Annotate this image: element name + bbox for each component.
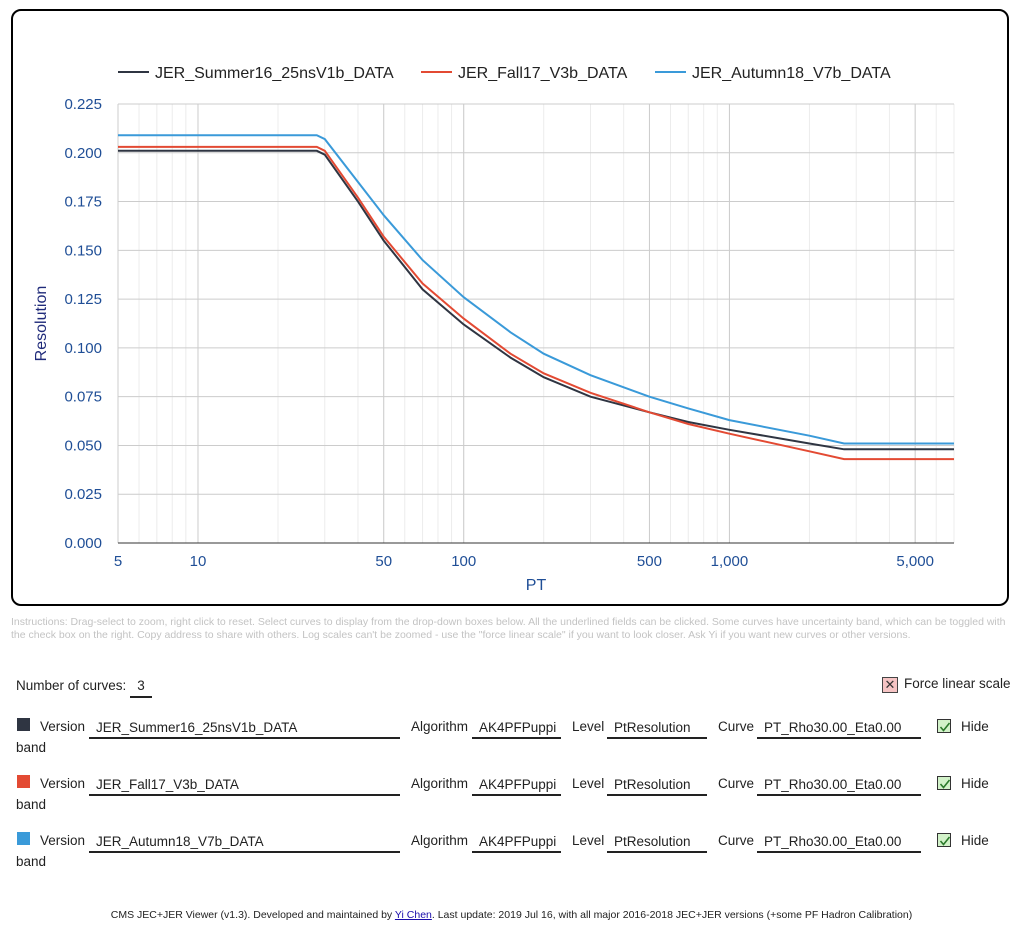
version-select[interactable]: JER_Fall17_V3b_DATA bbox=[89, 774, 400, 796]
band-label: band bbox=[16, 797, 47, 812]
x-axis-title: PT bbox=[526, 577, 547, 594]
instructions-text: Instructions: Drag-select to zoom, right… bbox=[11, 616, 1006, 641]
hide-label: Hide bbox=[961, 833, 989, 848]
level-select[interactable]: PtResolution bbox=[607, 717, 707, 739]
x-tick-label: 500 bbox=[637, 553, 662, 570]
algorithm-label: Algorithm bbox=[411, 833, 469, 848]
series-line bbox=[118, 149, 954, 451]
level-label: Level bbox=[572, 719, 605, 734]
algorithm-select[interactable]: AK4PFPuppi bbox=[472, 774, 561, 796]
level-label: Level bbox=[572, 833, 605, 848]
x-tick-label: 50 bbox=[375, 553, 392, 570]
version-select[interactable]: JER_Autumn18_V7b_DATA bbox=[89, 831, 400, 853]
band-label: band bbox=[16, 854, 47, 869]
hide-label: Hide bbox=[961, 719, 989, 734]
check-icon bbox=[939, 836, 951, 846]
algorithm-label: Algorithm bbox=[411, 776, 469, 791]
y-tick-label: 0.200 bbox=[64, 145, 102, 162]
force-linear-label: Force linear scale bbox=[904, 676, 1011, 691]
footer-prefix: CMS JEC+JER Viewer (v1.3). Developed and… bbox=[110, 909, 395, 921]
series-line bbox=[118, 145, 954, 461]
legend-entry: JER_Summer16_25nsV1b_DATA bbox=[155, 65, 394, 82]
level-select[interactable]: PtResolution bbox=[607, 774, 707, 796]
curve-row-3: Version JER_Autumn18_V7b_DATA Algorithm … bbox=[16, 831, 1016, 875]
y-tick-label: 0.175 bbox=[64, 194, 102, 211]
series-color-swatch bbox=[17, 775, 30, 788]
algorithm-select[interactable]: AK4PFPuppi bbox=[472, 717, 561, 739]
x-tick-label: 100 bbox=[451, 553, 476, 570]
check-icon bbox=[939, 779, 951, 789]
algorithm-select[interactable]: AK4PFPuppi bbox=[472, 831, 561, 853]
legend-entry: JER_Autumn18_V7b_DATA bbox=[692, 65, 891, 82]
hide-label: Hide bbox=[961, 776, 989, 791]
footer-suffix: . Last update: 2019 Jul 16, with all maj… bbox=[431, 909, 913, 921]
level-label: Level bbox=[572, 776, 605, 791]
curve-select[interactable]: PT_Rho30.00_Eta0.00 bbox=[757, 831, 921, 853]
series-line bbox=[118, 134, 954, 445]
version-label: Version bbox=[40, 833, 86, 848]
x-icon[interactable]: ✕ bbox=[882, 677, 898, 693]
y-tick-label: 0.025 bbox=[64, 486, 102, 503]
version-select[interactable]: JER_Summer16_25nsV1b_DATA bbox=[89, 717, 400, 739]
curve-select[interactable]: PT_Rho30.00_Eta0.00 bbox=[757, 717, 921, 739]
chart-container[interactable] bbox=[11, 9, 1009, 606]
x-tick-label: 5 bbox=[114, 553, 122, 570]
y-axis-title: Resolution bbox=[33, 286, 50, 362]
resolution-chart[interactable]: 0.000 0.025 0.050 0.075 0.100 0.125 0.150 0.175… bbox=[0, 0, 1023, 610]
version-label: Version bbox=[40, 719, 86, 734]
y-tick-label: 0.100 bbox=[64, 340, 102, 357]
series-color-swatch bbox=[17, 832, 30, 845]
curve-row-2: Version JER_Fall17_V3b_DATA Algorithm AK… bbox=[16, 774, 1016, 818]
hide-band-checkbox[interactable] bbox=[937, 776, 951, 790]
y-tick-label: 0.050 bbox=[64, 437, 102, 454]
author-link[interactable]: Yi Chen bbox=[394, 909, 432, 921]
series-color-swatch bbox=[17, 718, 30, 731]
y-tick-label: 0.000 bbox=[64, 535, 102, 552]
legend-entry: JER_Fall17_V3b_DATA bbox=[458, 65, 628, 82]
curve-select[interactable]: PT_Rho30.00_Eta0.00 bbox=[757, 774, 921, 796]
level-select[interactable]: PtResolution bbox=[607, 831, 707, 853]
curve-row-1: Version JER_Summer16_25nsV1b_DATA Algori… bbox=[16, 717, 1016, 761]
band-label: band bbox=[16, 740, 47, 755]
x-tick-label: 1,000 bbox=[711, 553, 749, 570]
algorithm-label: Algorithm bbox=[411, 719, 469, 734]
y-tick-label: 0.125 bbox=[64, 291, 102, 308]
y-tick-label: 0.150 bbox=[64, 242, 102, 259]
y-tick-label: 0.225 bbox=[64, 96, 102, 113]
curve-label: Curve bbox=[718, 719, 755, 734]
version-label: Version bbox=[40, 776, 86, 791]
footer: CMS JEC+JER Viewer (v1.3). Developed and… bbox=[0, 909, 1023, 921]
check-icon bbox=[939, 722, 951, 732]
num-curves-select[interactable]: 3 bbox=[130, 676, 152, 698]
hide-band-checkbox[interactable] bbox=[937, 719, 951, 733]
x-tick-label: 5,000 bbox=[896, 553, 934, 570]
curve-label: Curve bbox=[718, 776, 755, 791]
hide-band-checkbox[interactable] bbox=[937, 833, 951, 847]
y-tick-label: 0.075 bbox=[64, 389, 102, 406]
x-tick-label: 10 bbox=[190, 553, 207, 570]
num-curves-label: Number of curves: bbox=[16, 678, 127, 693]
curve-label: Curve bbox=[718, 833, 755, 848]
